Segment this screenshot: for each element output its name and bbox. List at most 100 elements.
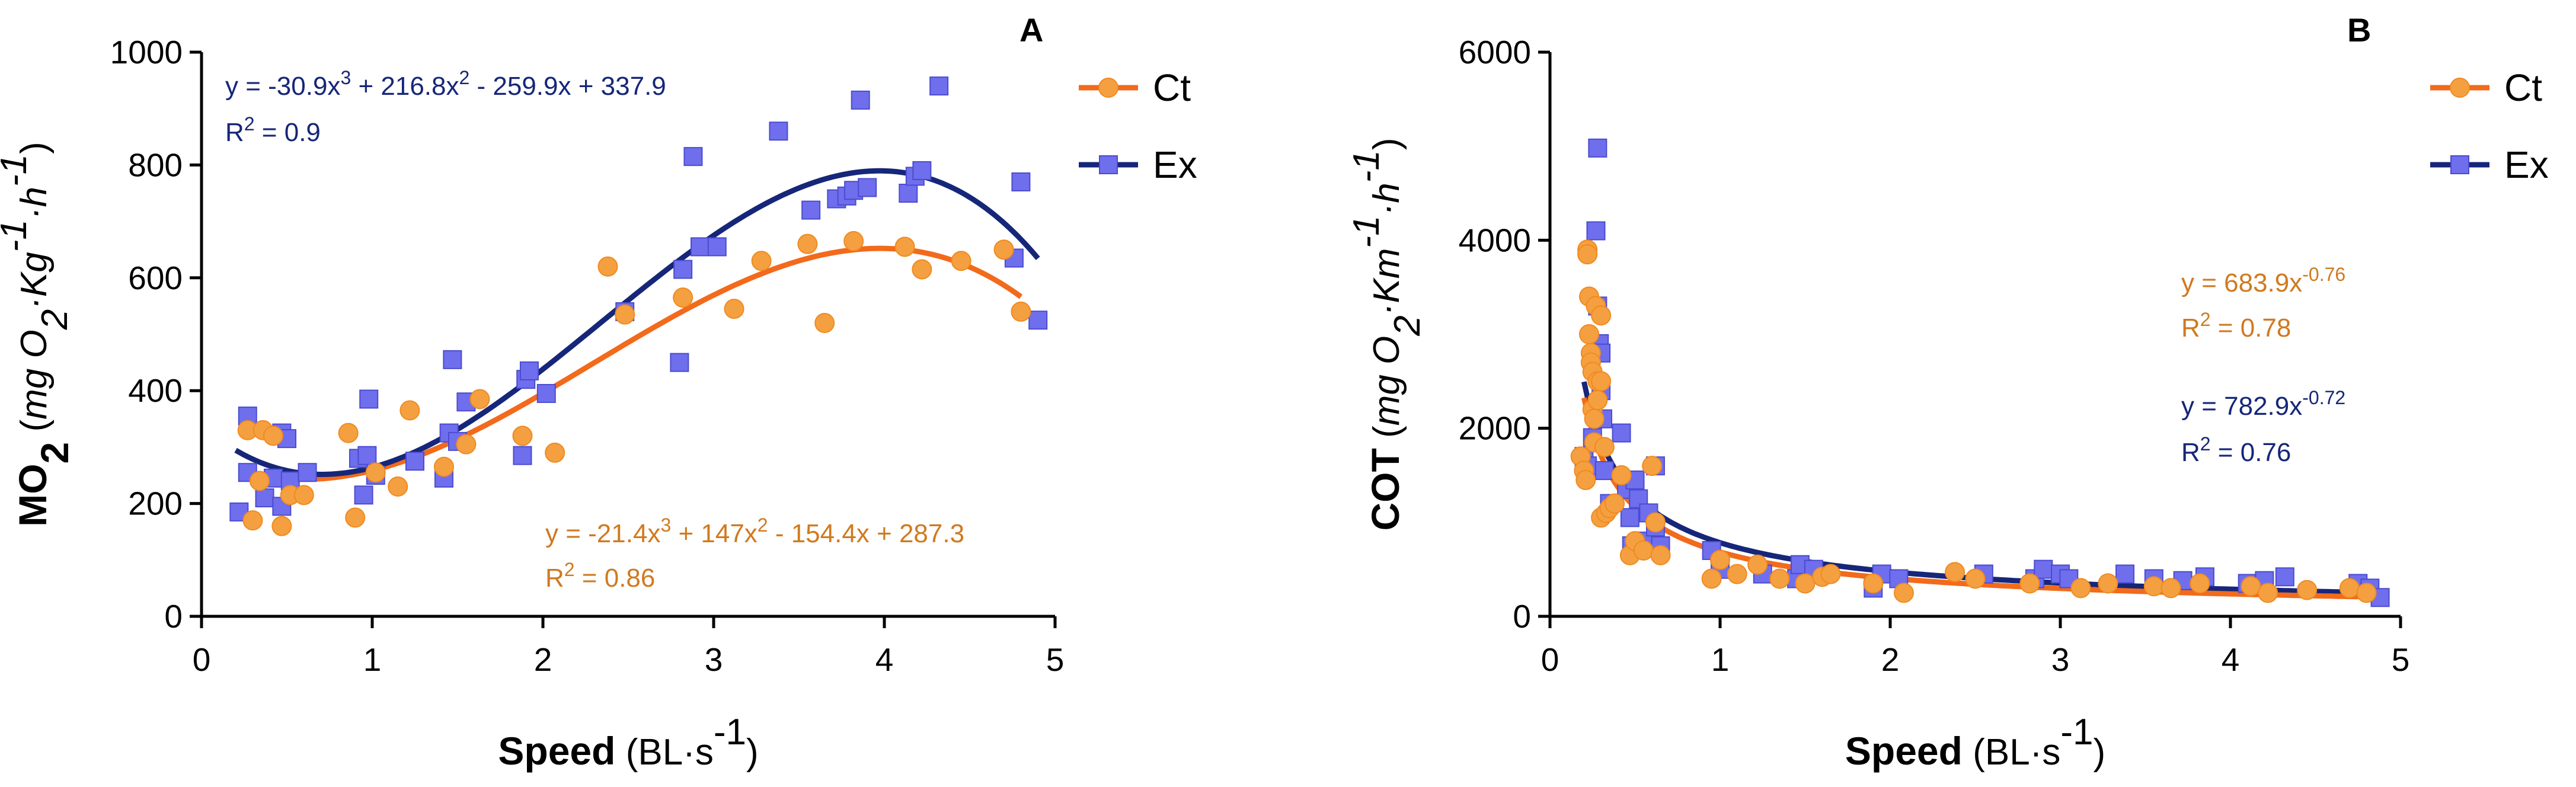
r2-text: R xyxy=(225,118,244,147)
y-tick-label: 0 xyxy=(164,598,183,635)
legend-label-ex: Ex xyxy=(2504,143,2549,186)
point-ct xyxy=(1820,564,1841,584)
y-tick-label: 6000 xyxy=(1459,34,1531,71)
point-ct xyxy=(894,236,915,257)
y-axis-title-bold: MO xyxy=(11,463,55,526)
point-ex xyxy=(912,161,932,180)
point-ct xyxy=(814,312,835,333)
point-ct xyxy=(512,426,533,446)
r2-text: R xyxy=(2181,438,2200,467)
equation-text: y = 683.9x xyxy=(2181,268,2302,297)
point-ex xyxy=(1586,221,1606,241)
y-axis-title-unit: mg O xyxy=(1366,336,1407,426)
x-tick-label: 2 xyxy=(534,641,552,678)
point-ct xyxy=(388,476,408,497)
r2-exponent: 2 xyxy=(2200,433,2211,455)
x-axis-title-exponent: -1 xyxy=(2060,712,2093,753)
point-ct xyxy=(751,251,772,271)
point-ct xyxy=(249,471,270,491)
r2-text: R xyxy=(545,564,564,593)
x-tick-label: 5 xyxy=(1046,641,1065,678)
r2-text: = 0.78 xyxy=(2211,313,2291,343)
point-ex xyxy=(673,260,693,279)
y-axis-title-subscript: 2 xyxy=(1387,315,1428,336)
point-ct xyxy=(1795,573,1816,594)
point-ct xyxy=(1591,305,1612,326)
r2-exponent: 2 xyxy=(2200,309,2211,330)
point-ct xyxy=(2297,580,2318,600)
point-ct xyxy=(843,231,864,251)
r2-text: = 0.9 xyxy=(255,118,321,147)
equation-text: - 154.4x + 287.3 xyxy=(768,519,964,548)
point-ct xyxy=(1710,549,1730,570)
r2-text: = 0.76 xyxy=(2211,438,2291,467)
point-ct xyxy=(456,434,477,455)
point-ex xyxy=(2275,567,2294,587)
point-ex xyxy=(1028,311,1048,330)
x-axis-title-bold: Speed xyxy=(1845,729,1963,773)
x-axis-title-close: ) xyxy=(746,732,759,773)
r-squared: R2 = 0.9 xyxy=(225,113,321,147)
point-ct xyxy=(1863,573,1884,594)
equation-exponent: 3 xyxy=(340,67,351,88)
point-ct xyxy=(1594,437,1615,458)
point-ex xyxy=(1620,508,1639,527)
y-axis-title: MO2 (mg O2·Kg-1·h-1) xyxy=(0,142,76,527)
point-ct xyxy=(615,304,635,325)
point-ct xyxy=(2143,576,2164,597)
y-tick-label: 200 xyxy=(128,485,183,522)
point-ex xyxy=(707,237,727,257)
y-axis-title-bold: COT xyxy=(1363,448,1407,530)
x-tick-label: 4 xyxy=(875,641,894,678)
point-ct xyxy=(399,400,420,421)
legend-marker-ct xyxy=(2450,78,2470,98)
point-ct xyxy=(1011,301,1031,322)
point-ct xyxy=(433,456,454,477)
equation-text: y = -30.9x xyxy=(225,72,340,101)
r2-exponent: 2 xyxy=(564,559,575,580)
r2-text: = 0.86 xyxy=(575,564,656,593)
y-axis-title-bold-subscript: 2 xyxy=(33,442,76,464)
x-axis-title-bold: Speed xyxy=(498,729,615,773)
y-tick-label: 2000 xyxy=(1459,410,1531,447)
point-ct xyxy=(724,299,744,319)
point-ct xyxy=(1769,568,1790,589)
point-ct xyxy=(951,251,971,271)
legend-label-ex: Ex xyxy=(1153,143,1197,186)
y-axis-title-open: ( xyxy=(14,420,55,442)
point-ct xyxy=(2190,573,2210,594)
fit-equation: y = 782.9x-0.72 xyxy=(2181,387,2345,421)
y-axis-title: COT (mg O2·Km-1·h-1) xyxy=(1346,137,1428,530)
point-ct xyxy=(2019,573,2040,594)
point-ct xyxy=(673,287,693,308)
legend-marker-ex xyxy=(1099,155,1118,174)
point-ex xyxy=(1011,172,1031,191)
r2-text: R xyxy=(2181,313,2200,343)
point-ct xyxy=(1579,324,1600,344)
point-ct xyxy=(2160,578,2181,599)
x-axis-title-unit: (BL·s xyxy=(1973,732,2060,773)
equation-exponent: -0.72 xyxy=(2302,387,2345,408)
x-tick-label: 5 xyxy=(2392,641,2410,678)
r-squared: R2 = 0.78 xyxy=(2181,309,2291,343)
point-ct xyxy=(797,233,818,254)
point-ct xyxy=(242,510,263,531)
point-ct xyxy=(912,259,932,280)
point-ex xyxy=(357,446,377,465)
point-ct xyxy=(365,462,386,483)
point-ex xyxy=(769,121,788,141)
y-axis-title-open: ( xyxy=(1366,426,1407,448)
point-ct xyxy=(345,507,366,528)
equation-text: + 147x xyxy=(671,519,758,548)
x-tick-label: 0 xyxy=(193,641,211,678)
r-squared: R2 = 0.76 xyxy=(2181,433,2291,467)
y-axis-title-exponent: -1 xyxy=(0,154,34,187)
x-tick-label: 2 xyxy=(1881,641,1900,678)
point-ct xyxy=(1577,244,1598,265)
x-tick-label: 1 xyxy=(1711,641,1730,678)
point-ct xyxy=(1645,512,1666,533)
equation-exponent: -0.76 xyxy=(2302,264,2345,285)
r-squared: R2 = 0.86 xyxy=(545,559,655,593)
